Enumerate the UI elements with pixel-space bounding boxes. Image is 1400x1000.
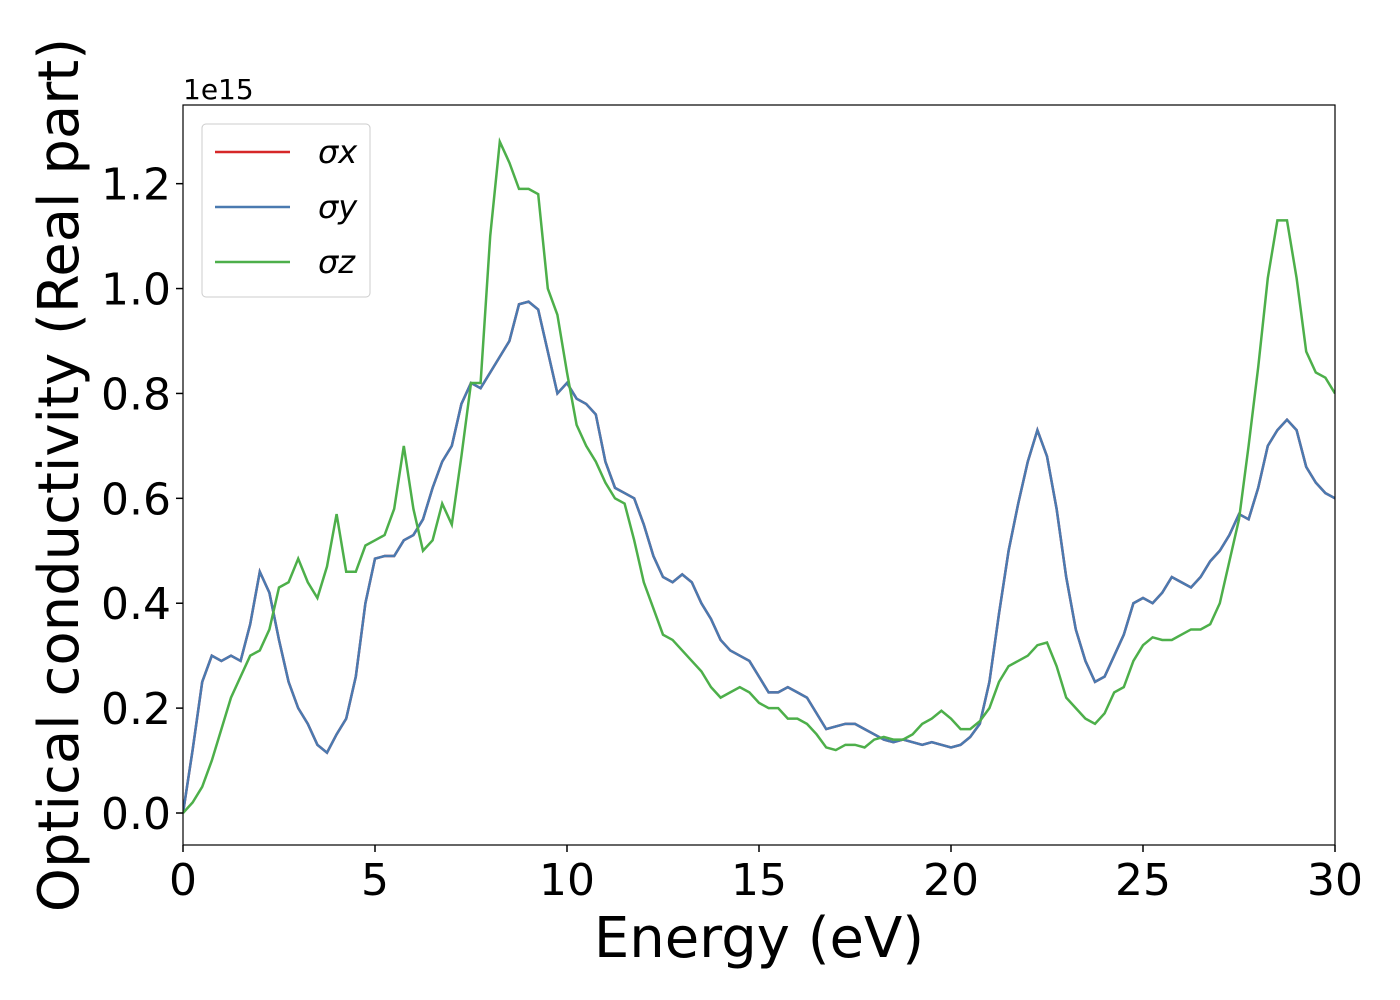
x-tick-label: 10: [539, 855, 595, 906]
y-offset-label: 1e15: [183, 73, 254, 106]
legend-box: [201, 123, 371, 298]
x-tick-label: 5: [361, 855, 389, 906]
x-tick-label: 20: [923, 855, 979, 906]
plot-frame: [182, 104, 1336, 846]
x-tick-label: 0: [169, 855, 197, 906]
y-axis-label: Optical conductivity (Real part): [27, 38, 92, 912]
legend-label: σz: [318, 243, 356, 281]
x-axis-label: Energy (eV): [594, 906, 924, 971]
legend-label: σx: [318, 133, 358, 171]
series-line: [183, 137, 1335, 814]
legend-label: σy: [318, 188, 358, 226]
y-tick-label: 0.2: [101, 684, 171, 735]
x-tick-label: 30: [1307, 855, 1363, 906]
y-tick-label: 0.0: [101, 789, 171, 840]
x-tick-label: 15: [731, 855, 787, 906]
y-tick-label: 1.0: [101, 265, 171, 316]
y-tick-label: 0.4: [101, 579, 171, 630]
series-line: [183, 300, 1335, 814]
y-tick-label: 1.2: [101, 160, 171, 211]
y-tick-label: 0.8: [101, 369, 171, 420]
y-tick-label: 0.6: [101, 474, 171, 525]
series-line: [183, 300, 1335, 814]
x-tick-label: 25: [1115, 855, 1171, 906]
